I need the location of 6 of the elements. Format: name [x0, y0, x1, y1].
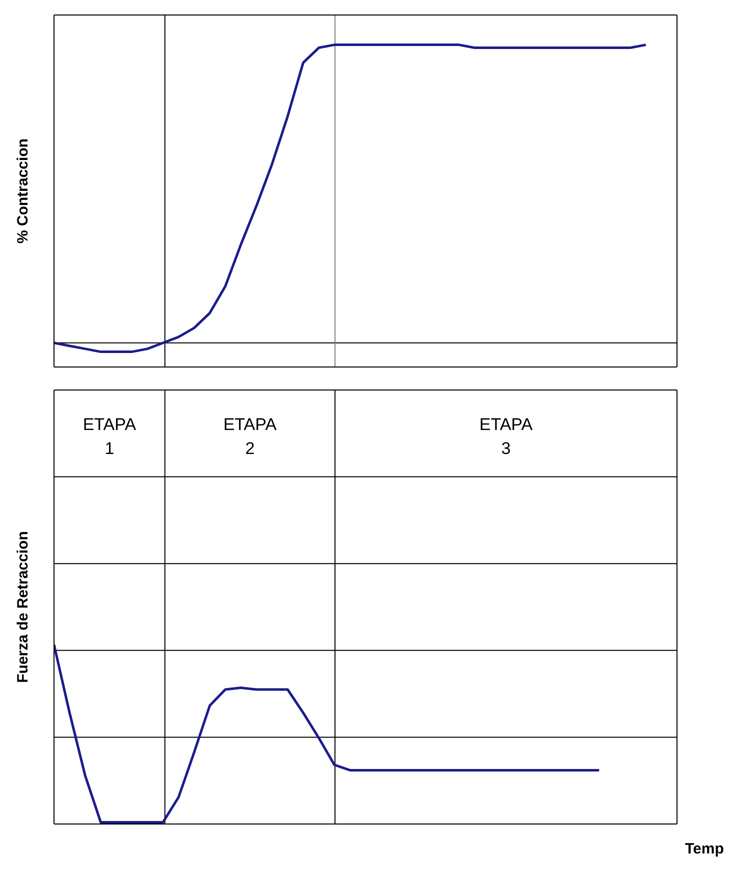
y-axis-title: % Contraccion — [14, 138, 32, 244]
text: ETAPA 3 — [479, 415, 534, 458]
y-axis-title: Fuerza de Retraccion — [14, 531, 32, 683]
text: ETAPA 1 — [82, 415, 137, 458]
x-axis-title: Temp — [685, 840, 724, 858]
text: ETAPA 2 — [223, 415, 278, 458]
